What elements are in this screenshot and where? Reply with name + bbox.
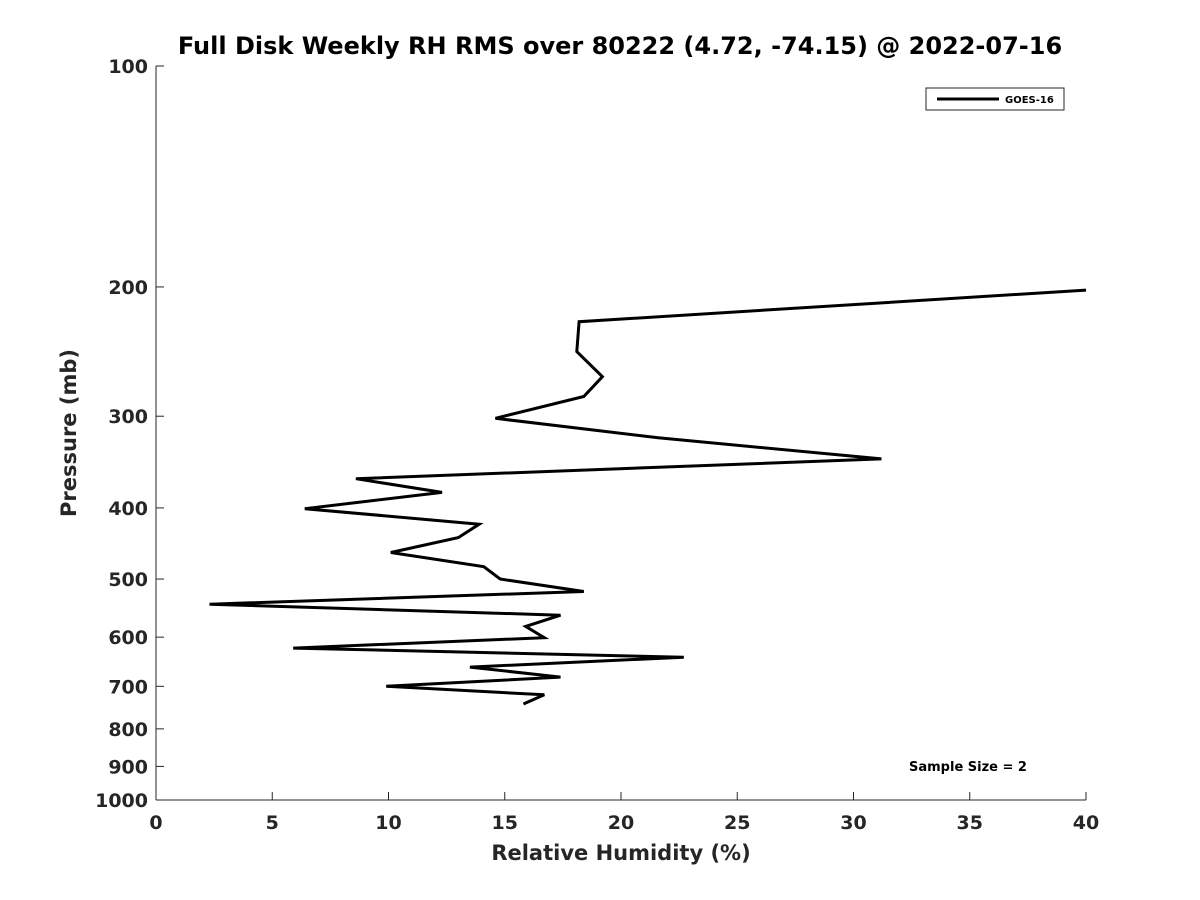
data-point-4 (582, 395, 585, 398)
x-tick-label-7: 35 (957, 812, 983, 834)
data-point-0 (1085, 289, 1088, 292)
y-tick-label-8: 900 (108, 756, 148, 778)
data-point-1 (578, 320, 581, 323)
x-tick-label-0: 0 (149, 812, 162, 834)
x-tick-label-8: 40 (1073, 812, 1099, 834)
y-tick-label-1: 200 (108, 277, 148, 299)
y-tick-label-4: 500 (108, 569, 148, 591)
data-point-19 (524, 625, 527, 628)
data-point-13 (389, 551, 392, 554)
y-tick-label-0: 100 (108, 56, 148, 78)
x-tick-label-4: 20 (608, 812, 634, 834)
data-point-9 (441, 491, 444, 494)
y-tick-label-7: 800 (108, 719, 148, 741)
y-tick-label-5: 600 (108, 627, 148, 649)
data-point-26 (543, 693, 546, 696)
sample-size-annotation: Sample Size = 2 (909, 760, 1027, 775)
data-point-3 (601, 375, 604, 378)
plot-area: 0 5 10 15 20 25 30 35 40 100 200 300 400 500 600 700 80… (95, 56, 1099, 834)
data-point-14 (482, 565, 485, 568)
data-point-15 (499, 578, 502, 581)
data-point-22 (682, 656, 685, 659)
y-tick-label-2: 300 (108, 406, 148, 428)
data-point-16 (582, 590, 585, 593)
y-axis-ticks: 100 200 300 400 500 600 700 800 900 1000 (95, 56, 164, 812)
data-point-7 (880, 457, 883, 460)
x-tick-label-6: 30 (840, 812, 866, 834)
data-point-25 (385, 685, 388, 688)
x-axis-label: Relative Humidity (%) (491, 841, 750, 865)
data-point-18 (559, 614, 562, 617)
data-point-20 (543, 636, 546, 639)
data-point-17 (208, 603, 211, 606)
data-point-5 (494, 417, 497, 420)
data-point-6 (657, 436, 660, 439)
data-point-24 (559, 676, 562, 679)
x-tick-label-2: 10 (375, 812, 401, 834)
data-point-27 (522, 703, 525, 706)
data-point-21 (292, 647, 295, 650)
data-point-23 (468, 666, 471, 669)
legend: GOES-16 (925, 87, 1065, 111)
chart-title: Full Disk Weekly RH RMS over 80222 (4.72… (178, 32, 1062, 60)
data-point-12 (457, 536, 460, 539)
series-line-goes-16 (209, 288, 1087, 706)
data-point-11 (478, 523, 481, 526)
x-tick-label-1: 5 (266, 812, 279, 834)
data-point-10 (303, 507, 306, 510)
x-tick-label-3: 15 (492, 812, 518, 834)
x-tick-label-5: 25 (724, 812, 750, 834)
data-point-2 (575, 350, 578, 353)
legend-label-goes-16: GOES-16 (1005, 95, 1054, 106)
y-axis-label: Pressure (mb) (57, 349, 81, 517)
x-axis-ticks: 0 5 10 15 20 25 30 35 40 (149, 792, 1099, 834)
y-tick-label-6: 700 (108, 676, 148, 698)
data-point-8 (354, 477, 357, 480)
y-tick-label-3: 400 (108, 498, 148, 520)
y-tick-label-9: 1000 (95, 790, 148, 812)
